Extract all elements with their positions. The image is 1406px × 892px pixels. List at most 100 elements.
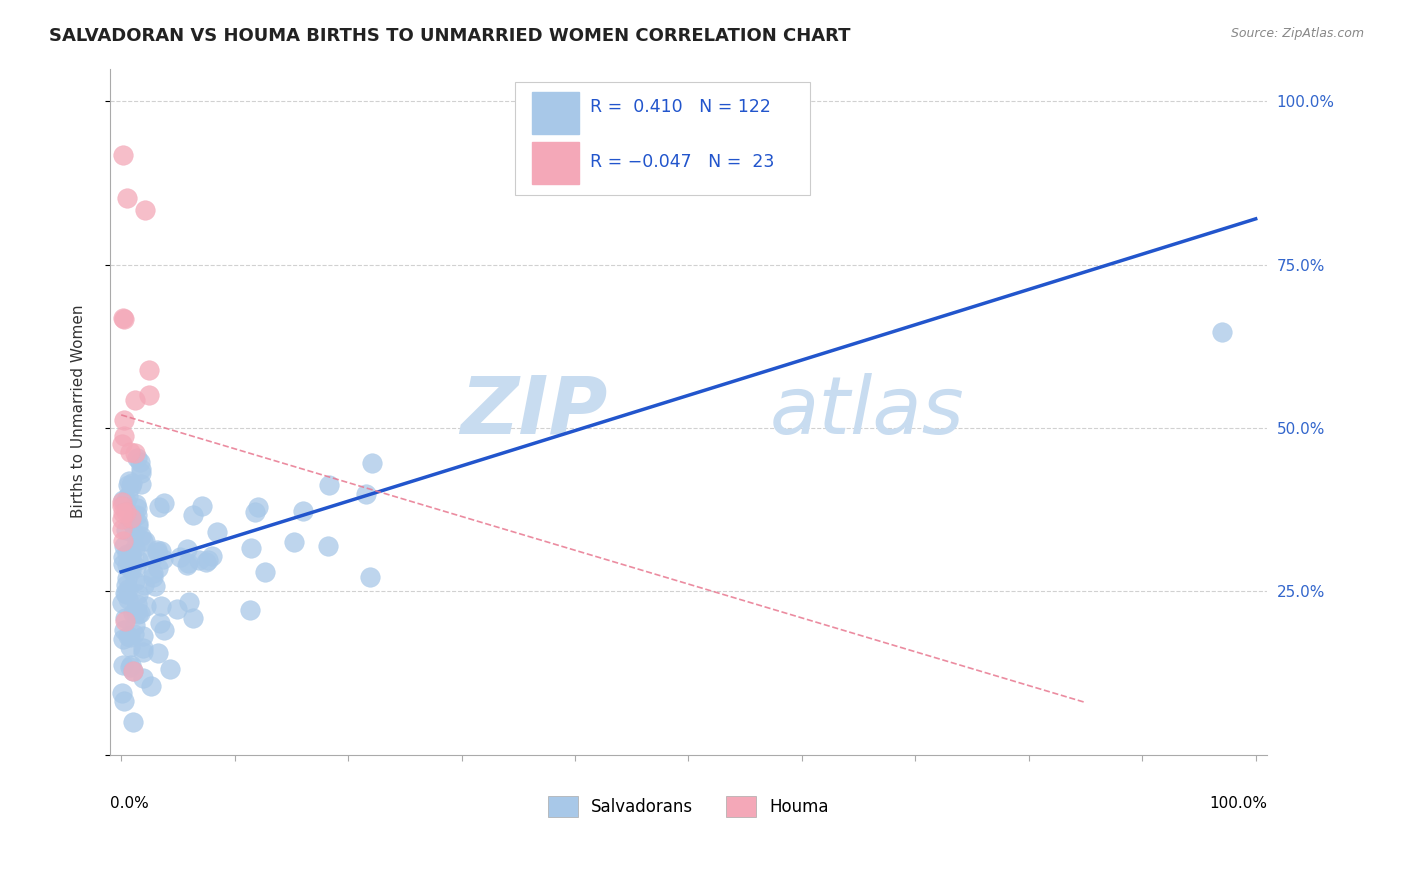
- Text: ZIP: ZIP: [460, 373, 607, 450]
- Point: [205, 524, 228, 539]
- Point: [166, 602, 188, 616]
- Point: [112, 413, 135, 427]
- Point: [111, 436, 134, 450]
- Point: [292, 504, 315, 518]
- Point: [115, 578, 138, 592]
- Point: [145, 545, 167, 559]
- Point: [121, 715, 143, 730]
- Point: [138, 363, 160, 377]
- Point: [118, 640, 141, 655]
- Point: [124, 446, 146, 460]
- Point: [127, 586, 149, 600]
- Point: [145, 543, 167, 558]
- Point: [153, 624, 176, 638]
- Point: [177, 595, 200, 609]
- Point: [122, 527, 145, 541]
- Point: [132, 645, 155, 659]
- Point: [124, 497, 146, 511]
- Point: [1211, 325, 1233, 339]
- Point: [118, 560, 141, 574]
- Point: [120, 657, 142, 672]
- Point: [127, 553, 149, 567]
- Point: [132, 671, 155, 685]
- Point: [195, 555, 218, 569]
- Text: Source: ZipAtlas.com: Source: ZipAtlas.com: [1230, 27, 1364, 40]
- Point: [316, 539, 339, 553]
- Point: [120, 515, 142, 529]
- FancyBboxPatch shape: [533, 143, 578, 184]
- Point: [112, 310, 135, 325]
- Point: [124, 618, 146, 632]
- Point: [114, 523, 136, 537]
- Point: [111, 522, 134, 536]
- FancyBboxPatch shape: [533, 93, 578, 134]
- Point: [125, 598, 148, 612]
- Point: [243, 505, 266, 519]
- Point: [129, 529, 152, 543]
- Point: [139, 679, 162, 693]
- Point: [149, 544, 172, 558]
- Text: R =  0.410   N = 122: R = 0.410 N = 122: [591, 98, 770, 116]
- Point: [117, 558, 139, 572]
- Point: [122, 627, 145, 641]
- Point: [112, 533, 135, 548]
- Point: [239, 603, 262, 617]
- Point: [111, 557, 134, 571]
- Point: [169, 550, 191, 565]
- Point: [112, 311, 135, 326]
- Point: [120, 660, 142, 674]
- Point: [247, 500, 270, 515]
- Point: [112, 632, 135, 646]
- Point: [125, 508, 148, 523]
- Point: [120, 510, 142, 524]
- FancyBboxPatch shape: [515, 82, 810, 195]
- Point: [111, 506, 134, 520]
- Text: R = −0.047   N =  23: R = −0.047 N = 23: [591, 153, 775, 171]
- Point: [115, 493, 138, 508]
- Point: [177, 556, 200, 570]
- Point: [117, 582, 139, 596]
- Point: [181, 508, 204, 522]
- Point: [125, 605, 148, 619]
- Point: [115, 191, 138, 205]
- Point: [146, 561, 169, 575]
- Point: [122, 664, 145, 678]
- Point: [127, 607, 149, 621]
- Point: [142, 570, 165, 584]
- Point: [112, 429, 135, 443]
- Point: [200, 549, 222, 563]
- Point: [131, 477, 153, 491]
- Point: [117, 478, 139, 492]
- Y-axis label: Births to Unmarried Women: Births to Unmarried Women: [72, 305, 86, 518]
- Point: [132, 629, 155, 643]
- Point: [149, 599, 172, 613]
- Point: [146, 646, 169, 660]
- Point: [153, 496, 176, 510]
- Point: [111, 495, 134, 509]
- Point: [127, 501, 149, 516]
- Point: [111, 499, 134, 513]
- Point: [115, 571, 138, 585]
- Point: [112, 148, 135, 162]
- Text: 0.0%: 0.0%: [110, 796, 149, 811]
- Point: [181, 611, 204, 625]
- Point: [111, 511, 134, 525]
- Point: [114, 505, 136, 519]
- Point: [129, 606, 152, 620]
- Point: [132, 534, 155, 549]
- Point: [114, 614, 136, 628]
- Point: [115, 547, 138, 561]
- Point: [111, 596, 134, 610]
- Point: [120, 479, 142, 493]
- Point: [188, 553, 211, 567]
- Point: [141, 551, 163, 566]
- Point: [152, 552, 174, 566]
- Point: [134, 203, 156, 218]
- Point: [125, 560, 148, 574]
- Point: [117, 629, 139, 643]
- Text: 100.0%: 100.0%: [1209, 796, 1267, 811]
- Point: [132, 641, 155, 656]
- Point: [129, 462, 152, 476]
- Point: [112, 539, 135, 553]
- Point: [120, 563, 142, 577]
